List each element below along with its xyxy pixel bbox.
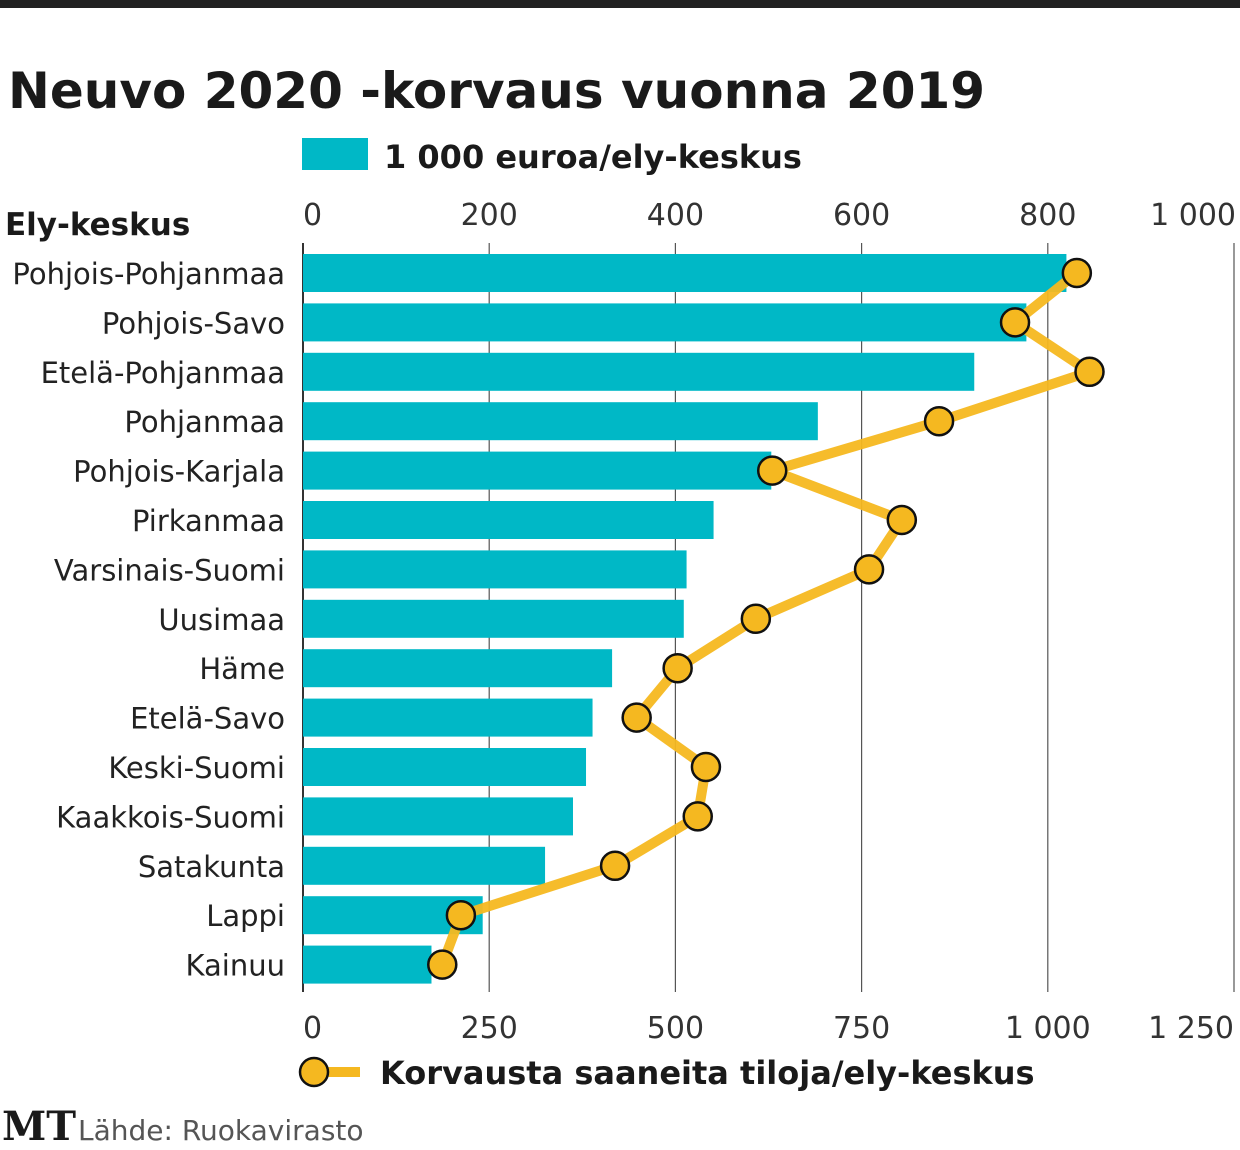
category-label: Pirkanmaa — [132, 504, 285, 538]
bottom-tick-label: 750 — [833, 1011, 890, 1046]
category-label: Pohjanmaa — [124, 405, 285, 439]
line-point — [923, 405, 955, 437]
chart-title: Neuvo 2020 -korvaus vuonna 2019 — [8, 62, 985, 120]
bottom-tick-label: 250 — [461, 1011, 518, 1046]
line-point — [999, 307, 1031, 338]
category-label: Pohjois-Savo — [102, 306, 285, 340]
line-point — [445, 899, 477, 931]
line-point — [1074, 356, 1105, 388]
line-point — [886, 504, 918, 536]
line-point — [621, 702, 652, 733]
top-tick-label: 200 — [461, 198, 518, 233]
bottom-tick-label: 1 250 — [1148, 1011, 1234, 1046]
line-point — [756, 455, 788, 486]
category-label: Kaakkois-Suomi — [56, 800, 285, 834]
bar — [303, 748, 587, 786]
legend-bar-label: 1 000 euroa/ely-keskus — [384, 138, 802, 176]
line-point — [690, 751, 722, 783]
bar — [303, 550, 687, 589]
top-rule — [0, 0, 1240, 8]
category-label: Pohjois-Karjala — [73, 455, 285, 489]
category-label: Etelä-Savo — [130, 702, 285, 736]
legend-bar-swatch — [302, 138, 368, 170]
top-tick-label: 1 000 — [1150, 198, 1236, 233]
bottom-tick-label: 0 — [303, 1011, 322, 1046]
top-tick-label: 800 — [1019, 198, 1076, 233]
category-label: Etelä-Pohjanmaa — [41, 356, 285, 390]
bar — [303, 303, 1027, 342]
category-label: Varsinais-Suomi — [54, 553, 285, 587]
bar — [303, 402, 818, 441]
bar — [303, 352, 975, 391]
bar — [303, 254, 1067, 292]
category-label: Häme — [199, 652, 285, 686]
bar — [303, 451, 772, 490]
bottom-tick-label: 1 000 — [1005, 1011, 1091, 1046]
category-label: Pohjois-Pohjanmaa — [12, 257, 285, 291]
line-point — [740, 603, 772, 635]
category-label: Uusimaa — [158, 603, 285, 637]
bar — [303, 501, 714, 539]
line-point — [1061, 257, 1093, 289]
category-label: Lappi — [206, 899, 285, 933]
line-point — [662, 652, 693, 684]
bar — [303, 599, 684, 638]
top-tick-label: 600 — [833, 198, 890, 233]
line-point — [599, 850, 631, 882]
category-label: Keski-Suomi — [108, 751, 285, 785]
mt-logo: MT — [2, 1103, 76, 1150]
category-label: Kainuu — [186, 949, 285, 983]
source-note: Lähde: Ruokavirasto — [78, 1114, 364, 1147]
top-tick-label: 400 — [647, 198, 704, 233]
bottom-tick-label: 500 — [647, 1011, 704, 1046]
line-point — [427, 949, 458, 980]
category-label: Satakunta — [138, 850, 285, 884]
line-point — [682, 801, 713, 832]
bar — [303, 698, 593, 737]
bar — [303, 649, 613, 688]
line-point — [853, 554, 885, 585]
legend-line-label: Korvausta saaneita tiloja/ely-keskus — [380, 1054, 1035, 1092]
legend-line-marker — [298, 1056, 330, 1088]
top-tick-label: 0 — [303, 198, 322, 233]
bar — [303, 797, 573, 836]
category-header: Ely-keskus — [5, 207, 190, 243]
bar — [303, 945, 432, 984]
bar — [303, 846, 546, 885]
